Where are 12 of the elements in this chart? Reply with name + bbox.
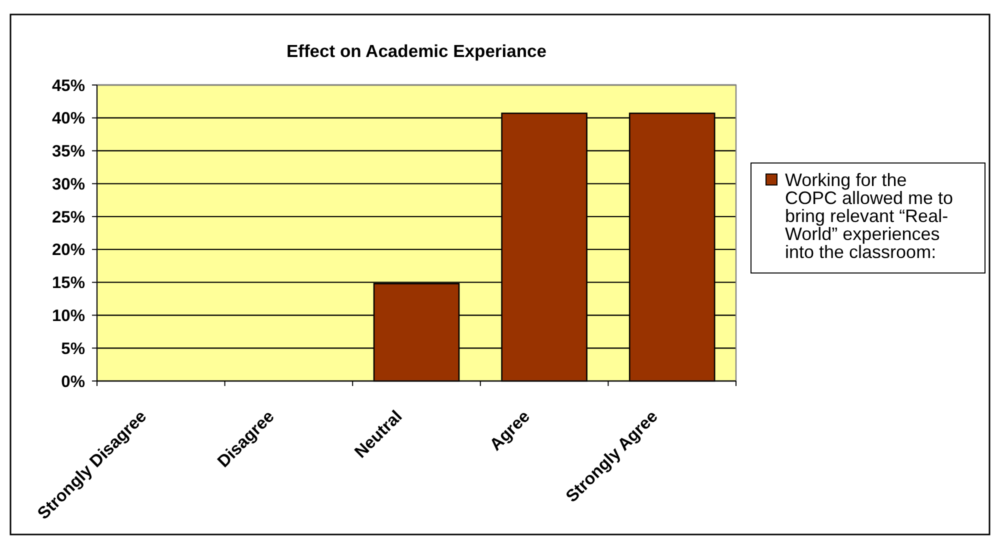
y-tick-label: 35%: [52, 142, 86, 161]
y-tick-label: 30%: [52, 175, 86, 194]
y-tick-label: 15%: [52, 274, 86, 292]
chart-title: Effect on Academic Experiance: [286, 41, 547, 61]
y-tick-label: 10%: [52, 306, 86, 325]
y-tick-label: 5%: [61, 340, 86, 358]
y-tick-label: 25%: [52, 208, 86, 226]
y-tick-label: 0%: [61, 372, 86, 391]
y-tick-label: 40%: [52, 110, 86, 128]
y-tick-label: 45%: [52, 76, 86, 95]
legend-label: Working for the COPC allowed me to bring relevant “Real-World” experiences into the classroom:: [785, 170, 954, 262]
y-tick-label: 20%: [52, 241, 86, 260]
